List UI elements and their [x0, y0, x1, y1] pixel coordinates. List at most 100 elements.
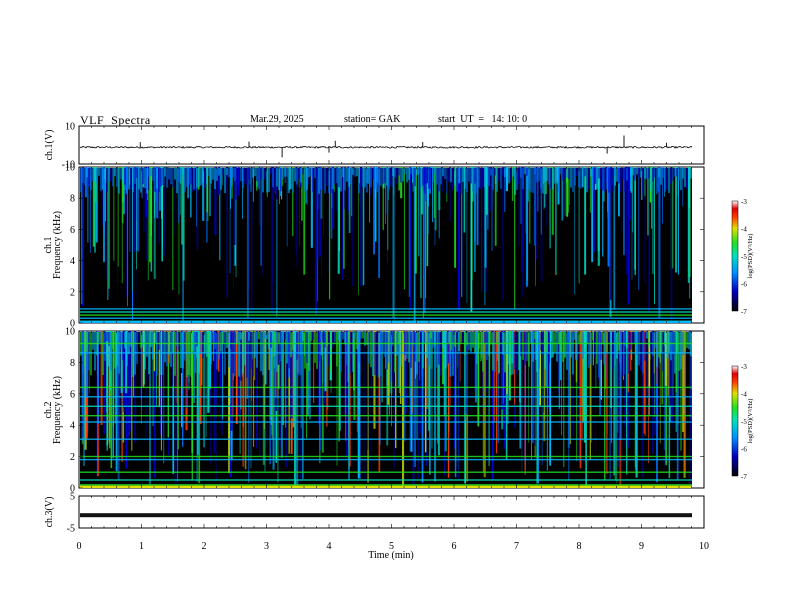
sferic-streak — [95, 167, 98, 243]
spectrogram-cell — [268, 332, 270, 350]
spectrogram-cell — [314, 168, 316, 179]
sferic-streak — [221, 331, 223, 436]
spectrogram-cell — [432, 332, 434, 349]
spectrogram-cell — [120, 168, 122, 180]
colorbar-tick-label: -4 — [741, 391, 747, 399]
spectrogram-cell — [400, 168, 402, 183]
sferic-streak — [514, 331, 516, 428]
spectrogram-cell — [518, 168, 520, 185]
ch3-trace — [80, 513, 692, 518]
sferic-streak — [360, 167, 363, 287]
spectrogram-cell — [316, 332, 318, 369]
spectrogram-cell — [636, 168, 638, 175]
spectrogram-cell — [250, 168, 252, 192]
spectrogram-cell — [200, 168, 202, 186]
spectrogram-cell — [612, 332, 614, 370]
sferic-streak — [197, 331, 199, 455]
sferic-streak — [437, 331, 440, 456]
sferic-streak — [282, 331, 285, 425]
sferic-streak — [252, 331, 255, 447]
y-tick-label: 2 — [70, 452, 75, 463]
spectrogram-cell — [326, 332, 328, 346]
sferic-streak — [196, 167, 199, 250]
spectrogram-cell — [358, 168, 360, 194]
spectrogram-cell — [600, 168, 602, 190]
emission-band — [80, 458, 692, 461]
spectrogram-cell — [172, 168, 174, 188]
sferic-streak — [121, 167, 124, 223]
spectrogram-cell — [602, 332, 604, 345]
spectrogram-cell — [526, 332, 528, 361]
spectrogram-cell — [434, 332, 436, 347]
spectrogram-cell — [162, 168, 164, 185]
spectrogram-cell — [476, 332, 478, 364]
spectrogram-cell — [648, 332, 650, 348]
spectrogram-cell — [522, 168, 524, 190]
sferic-streak — [204, 331, 206, 452]
spectrogram-cell — [646, 168, 648, 180]
spectrogram-cell — [312, 168, 314, 192]
sferic-streak — [644, 331, 646, 437]
sferic-streak — [302, 331, 304, 479]
spectrogram-cell — [118, 168, 120, 194]
spectrogram-cell — [228, 168, 230, 178]
colorbar-tick-label: -5 — [741, 253, 747, 261]
spectrogram-cell — [506, 168, 508, 176]
spectrogram-cell — [662, 168, 664, 178]
spectrogram-cell — [642, 168, 644, 194]
sferic-streak — [397, 331, 400, 388]
spectrogram-cell — [684, 168, 686, 188]
spectrogram-cell — [504, 332, 506, 373]
spectrogram-cell — [224, 168, 226, 194]
sferic-streak — [201, 331, 203, 386]
sferic-streak — [610, 331, 612, 408]
sferic-streak — [524, 331, 526, 475]
sferic-streak — [671, 167, 674, 269]
sferic-streak — [665, 331, 668, 466]
spectrogram-cell — [420, 168, 422, 189]
sferic-streak — [677, 167, 679, 275]
sferic-streak — [256, 331, 257, 449]
spectrogram-cell — [230, 168, 232, 189]
spectrogram-cell — [282, 168, 284, 180]
spectrogram-cell — [86, 168, 88, 178]
sferic-streak — [330, 167, 333, 239]
spectrogram-cell — [384, 168, 386, 183]
sferic-streak — [655, 331, 658, 426]
sferic-streak — [627, 167, 630, 305]
spectrogram-cell — [280, 168, 282, 192]
spectrogram-cell — [308, 168, 310, 178]
sferic-streak — [463, 167, 466, 233]
sferic-streak — [182, 167, 184, 322]
spectrogram-cell — [392, 332, 394, 346]
spectrogram-cell — [132, 332, 134, 377]
spectrogram-cell — [332, 332, 334, 348]
sferic-streak — [296, 331, 299, 486]
sferic-streak — [466, 331, 468, 415]
sferic-streak — [269, 331, 271, 465]
spectrogram-cell — [380, 168, 382, 187]
spectrogram-cell — [152, 332, 154, 360]
spectrogram-cell — [626, 332, 628, 348]
spectrogram-cell — [318, 332, 320, 362]
emission-band — [80, 438, 692, 440]
sferic-streak — [483, 331, 486, 478]
sferic-streak — [209, 167, 212, 217]
sferic-streak — [97, 331, 99, 424]
sferic-streak — [161, 167, 163, 219]
spectrogram-cell — [508, 168, 510, 184]
spectrogram-cell — [668, 168, 670, 193]
spectrogram-cell — [324, 332, 326, 348]
spectrogram-cell — [408, 332, 410, 363]
sferic-streak — [614, 331, 617, 480]
spectrogram-cell — [242, 168, 244, 189]
spectrogram-cell — [136, 332, 138, 365]
spectrogram-cell — [156, 168, 158, 189]
spectrogram-cell — [186, 168, 188, 187]
spectrogram-cell — [192, 168, 194, 192]
sferic-streak — [417, 331, 419, 419]
spectrogram-cell — [588, 168, 590, 190]
y-tick-label: 10 — [65, 327, 75, 338]
spectrogram-cell — [574, 168, 576, 186]
